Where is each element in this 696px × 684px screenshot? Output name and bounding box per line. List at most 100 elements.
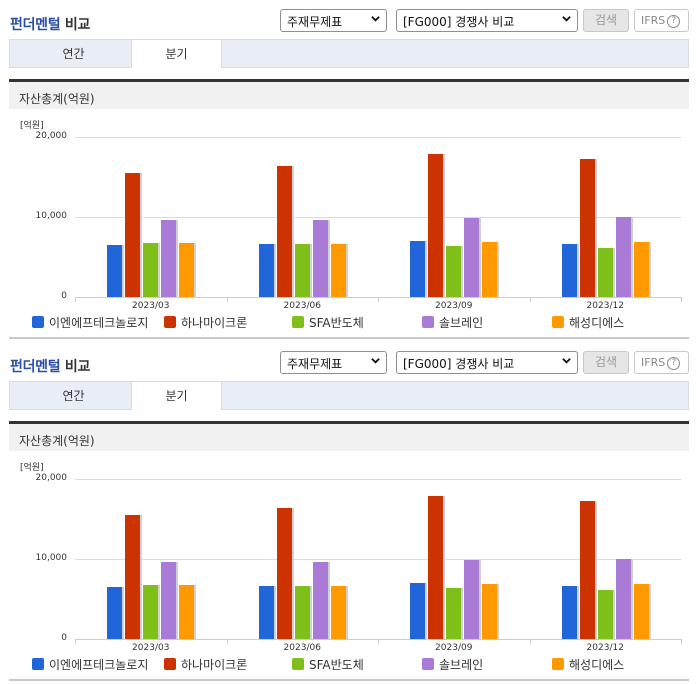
bar[interactable] (633, 241, 649, 297)
bar[interactable] (561, 586, 577, 639)
legend-label: 해성디에스 (569, 316, 625, 330)
bar[interactable] (107, 587, 123, 639)
bar[interactable] (258, 586, 274, 639)
bar[interactable] (294, 586, 310, 639)
gridline (75, 137, 681, 138)
x-tick (681, 297, 682, 302)
legend-swatch-icon (422, 658, 434, 670)
legend-item[interactable]: 해성디에스 (552, 656, 624, 673)
bar[interactable] (312, 562, 328, 639)
bar[interactable] (615, 559, 631, 639)
bar[interactable] (258, 244, 274, 297)
bar[interactable] (561, 244, 577, 297)
legend-item[interactable]: SFA반도체 (292, 656, 364, 673)
ifrs-help-button[interactable]: IFRS? (634, 351, 689, 374)
bar[interactable] (161, 562, 177, 639)
statement-type-select[interactable]: 주재무제표 (280, 351, 387, 374)
bar[interactable] (294, 244, 310, 297)
bar[interactable] (276, 507, 292, 639)
legend-swatch-icon (552, 658, 564, 670)
bar[interactable] (597, 590, 613, 639)
x-tick (529, 297, 531, 302)
chart-legend: 이엔에프테크놀로지 하나마이크론 SFA반도체 솔브레인 해성디에스 (9, 656, 689, 672)
total-assets-bar-chart: [억원] 20,000 10,000 0 2023/03 2023/06 2023/09 2… (9, 451, 689, 676)
legend-label: 하나마이크론 (181, 658, 248, 672)
x-tick (529, 639, 531, 644)
bar[interactable] (276, 165, 292, 297)
gridline (75, 217, 681, 218)
x-tick-label: 2023/09 (435, 643, 473, 653)
bar[interactable] (615, 217, 631, 297)
x-tick (226, 639, 228, 644)
ifrs-help-button[interactable]: IFRS? (634, 9, 689, 32)
panel-title: 펀더멘털 비교 (10, 359, 91, 375)
search-button[interactable]: 검색 (583, 9, 629, 32)
y-tick-label: 10,000 (35, 211, 68, 221)
bar[interactable] (161, 220, 177, 297)
legend-item[interactable]: 이엔에프테크놀로지 (32, 656, 148, 673)
bar[interactable] (579, 500, 595, 639)
divider (9, 679, 689, 681)
help-icon: ? (667, 357, 681, 370)
x-tick-label: 2023/06 (283, 301, 321, 311)
tab-quarterly[interactable]: 분기 (131, 381, 222, 410)
legend-item[interactable]: 하나마이크론 (164, 656, 247, 673)
legend-item[interactable]: 솔브레인 (422, 656, 483, 673)
x-tick (75, 639, 76, 644)
bar[interactable] (482, 583, 498, 639)
bar[interactable] (179, 585, 195, 639)
bar[interactable] (179, 243, 195, 297)
legend-swatch-icon (164, 658, 176, 670)
tab-quarterly[interactable]: 분기 (131, 39, 222, 68)
legend-item[interactable]: SFA반도체 (292, 314, 364, 331)
x-tick-label: 2023/12 (586, 643, 624, 653)
bar[interactable] (579, 158, 595, 297)
y-tick-label: 0 (61, 633, 67, 643)
bar[interactable] (482, 241, 498, 297)
bar[interactable] (330, 586, 346, 639)
bar[interactable] (312, 220, 328, 297)
bar[interactable] (143, 585, 159, 639)
bar[interactable] (125, 515, 141, 639)
bar[interactable] (428, 495, 444, 639)
chevron-down-icon (371, 358, 380, 364)
tab-annual[interactable]: 연간 (62, 389, 85, 403)
bar[interactable] (107, 245, 123, 297)
section-title: 자산총계(억원) (9, 79, 689, 109)
bar[interactable] (410, 583, 426, 639)
legend-item[interactable]: 솔브레인 (422, 314, 483, 331)
legend-swatch-icon (422, 316, 434, 328)
statement-type-select[interactable]: 주재무제표 (280, 9, 387, 32)
legend-swatch-icon (164, 316, 176, 328)
search-button[interactable]: 검색 (583, 351, 629, 374)
bar[interactable] (633, 583, 649, 639)
bar[interactable] (597, 248, 613, 297)
bar[interactable] (143, 243, 159, 297)
bar[interactable] (446, 245, 462, 297)
x-tick-label: 2023/03 (132, 643, 170, 653)
bar[interactable] (330, 244, 346, 297)
peer-group-select[interactable]: [FG000] 경쟁사 비교 (396, 9, 578, 32)
bar[interactable] (428, 153, 444, 297)
legend-item[interactable]: 이엔에프테크놀로지 (32, 314, 148, 331)
x-tick (681, 639, 682, 644)
bar[interactable] (125, 173, 141, 297)
x-tick (75, 297, 76, 302)
tab-annual[interactable]: 연간 (62, 47, 85, 61)
bar[interactable] (446, 587, 462, 639)
legend-swatch-icon (32, 316, 44, 328)
bar[interactable] (410, 241, 426, 297)
gridline (75, 559, 681, 560)
chart-legend: 이엔에프테크놀로지 하나마이크론 SFA반도체 솔브레인 해성디에스 (9, 314, 689, 330)
bar[interactable] (464, 217, 480, 297)
bar[interactable] (464, 559, 480, 639)
legend-item[interactable]: 해성디에스 (552, 314, 624, 331)
legend-label: 하나마이크론 (181, 316, 248, 330)
y-axis-unit: [억원] (20, 121, 44, 131)
legend-label: 솔브레인 (439, 316, 484, 330)
fundamental-compare-panel-1: 펀더멘털 비교 주재무제표 [FG000] 경쟁사 비교 검색 IFRS? 연간… (9, 9, 689, 339)
peer-group-select[interactable]: [FG000] 경쟁사 비교 (396, 351, 578, 374)
legend-item[interactable]: 하나마이크론 (164, 314, 247, 331)
period-tabs: 연간 분기 (9, 381, 689, 410)
fundamental-compare-panel-2: 펀더멘털 비교 주재무제표 [FG000] 경쟁사 비교 검색 IFRS? 연간… (0, 342, 696, 684)
